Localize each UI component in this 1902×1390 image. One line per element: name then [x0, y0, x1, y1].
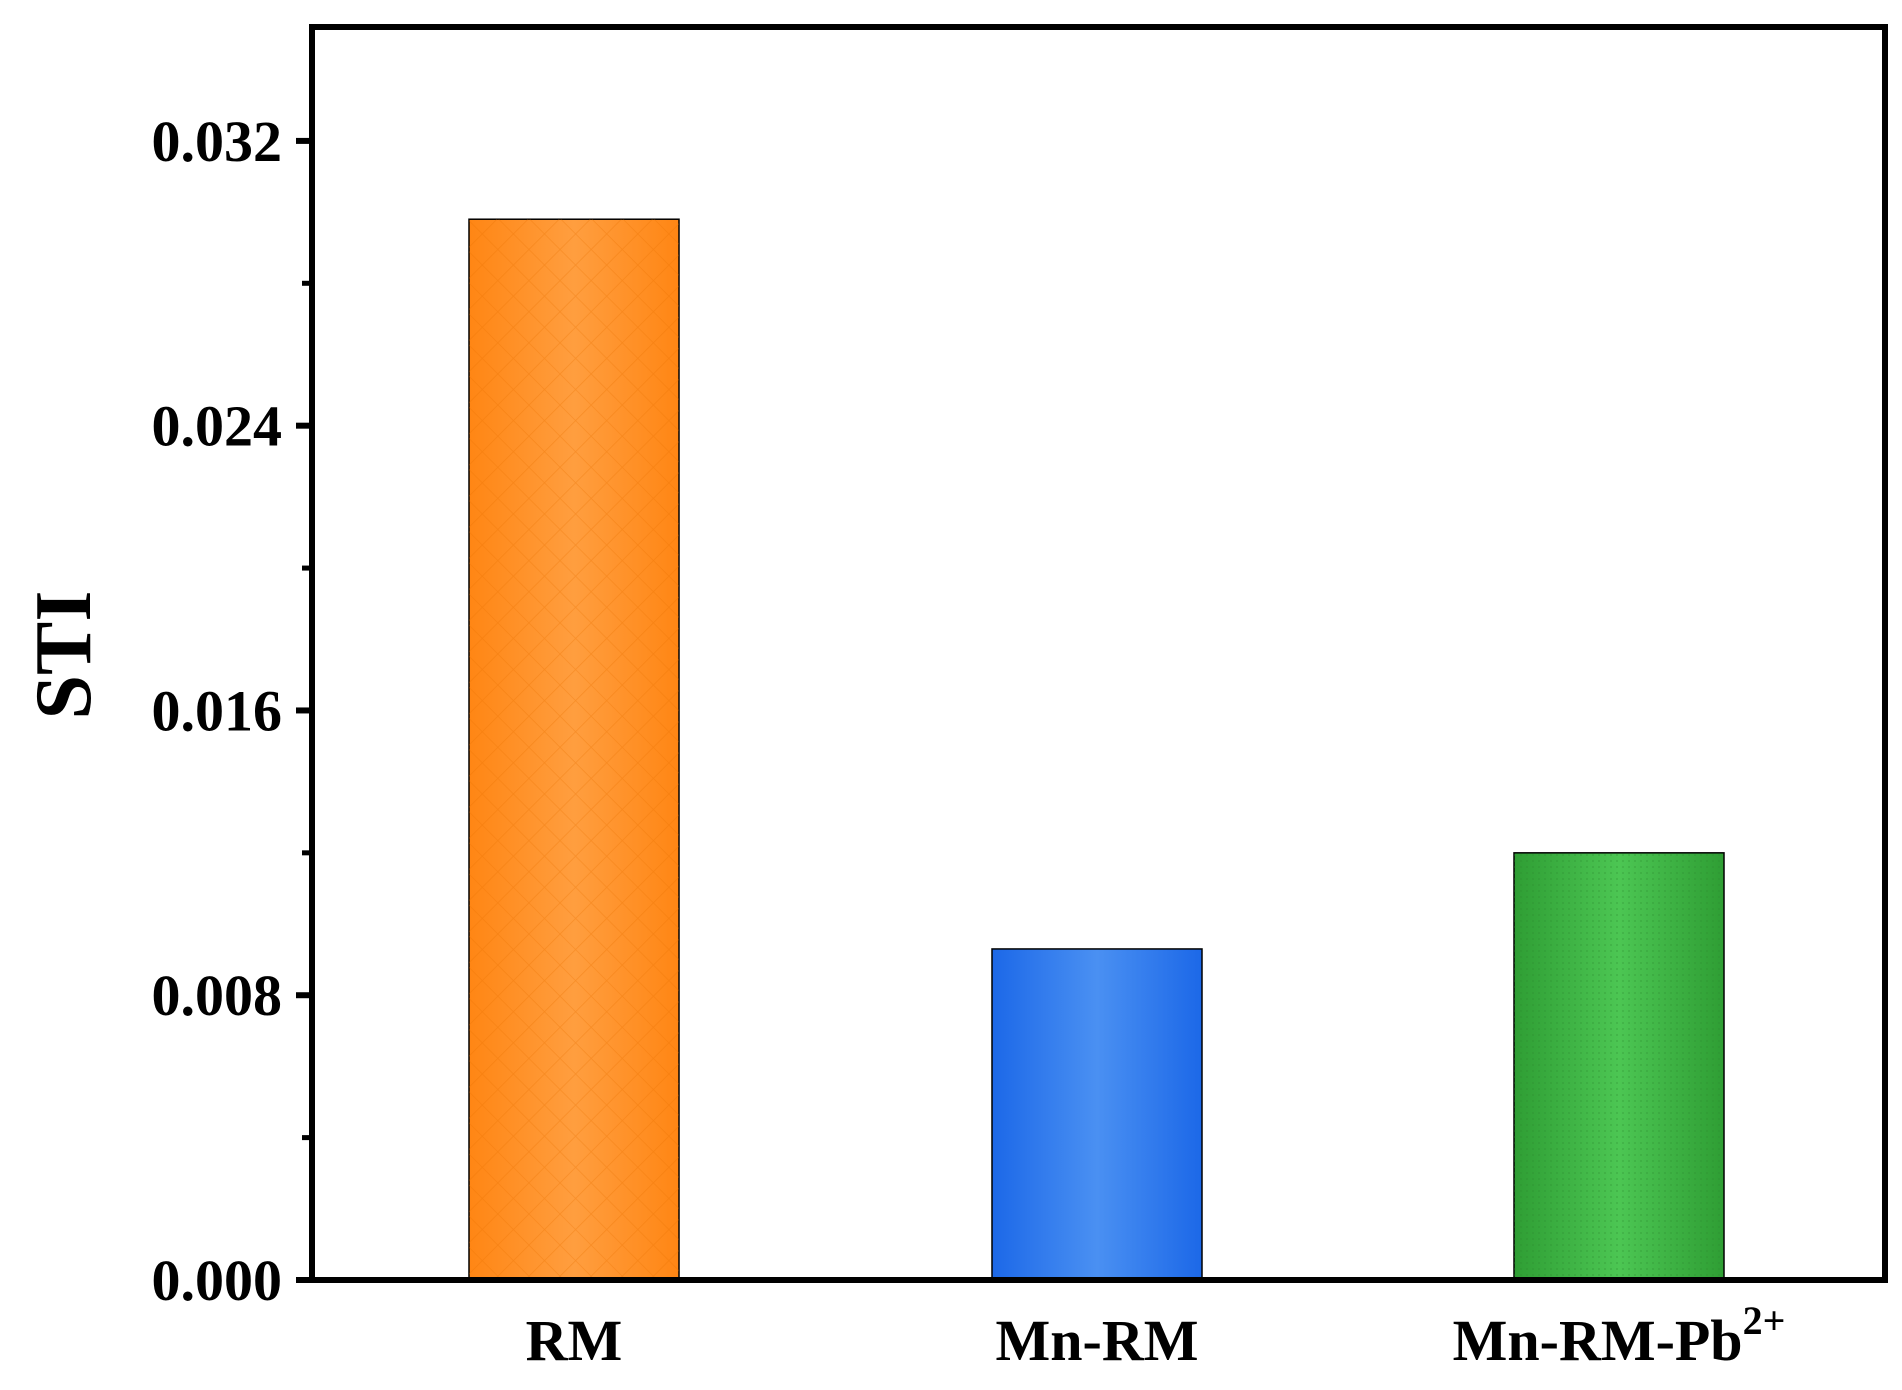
y-axis-title: STI	[20, 591, 108, 720]
x-category-label: Mn-RM-Pb2+	[1453, 1298, 1786, 1373]
y-tick-label: 0.016	[152, 678, 283, 743]
x-category-label-main: RM	[526, 1308, 623, 1373]
x-category-label: Mn-RM	[996, 1308, 1199, 1373]
x-category-label-main: Mn-RM-Pb	[1453, 1308, 1743, 1373]
y-tick-label: 0.000	[152, 1248, 283, 1313]
bar-rm-pattern	[469, 219, 679, 1281]
y-axis: 0.000 0.008 0.016 0.024 0.032	[152, 109, 312, 1313]
y-tick-label: 0.032	[152, 109, 283, 174]
x-axis: RM Mn-RM Mn-RM-Pb2+	[526, 1298, 1786, 1373]
plot-frame	[309, 24, 1888, 1283]
bar-mn-rm	[991, 948, 1203, 1281]
bars-group	[468, 218, 1725, 1281]
bar-mn-rm-pb-pattern	[1514, 852, 1724, 1280]
y-tick-label: 0.008	[152, 963, 283, 1028]
y-tick-label: 0.024	[152, 394, 283, 459]
x-category-label: RM	[526, 1308, 623, 1373]
x-category-label-superscript: 2+	[1743, 1298, 1786, 1343]
x-category-label-main: Mn-RM	[996, 1308, 1199, 1373]
